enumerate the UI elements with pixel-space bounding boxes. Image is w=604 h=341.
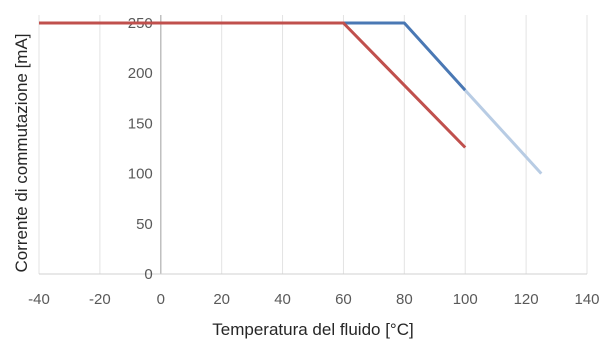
y-tick-label-0: 0 <box>144 266 152 283</box>
x-tick-label--20: -20 <box>89 291 111 308</box>
x-tick-label-120: 120 <box>514 291 539 308</box>
x-axis-title: Temperatura del fluido [°C] <box>212 320 413 339</box>
x-tick-labels: -40 -20 0 20 40 60 80 100 120 140 <box>28 291 599 308</box>
y-tick-label-50: 50 <box>136 216 153 233</box>
x-tick-label-140: 140 <box>574 291 599 308</box>
x-tick-label-100: 100 <box>453 291 478 308</box>
x-tick-label-60: 60 <box>335 291 352 308</box>
x-tick-label-80: 80 <box>396 291 413 308</box>
x-tick-label--40: -40 <box>28 291 50 308</box>
y-tick-label-100: 100 <box>128 166 153 183</box>
y-tick-label-200: 200 <box>128 65 153 82</box>
x-tick-label-20: 20 <box>213 291 230 308</box>
x-tick-label-40: 40 <box>274 291 291 308</box>
series-line-2 <box>464 89 543 175</box>
series-line-3 <box>39 21 467 149</box>
y-tick-label-150: 150 <box>128 115 153 132</box>
x-tick-label-0: 0 <box>157 291 165 308</box>
y-axis-title: Corrente di commutazione [mA] <box>12 33 31 272</box>
grid <box>38 15 588 275</box>
series-lines <box>39 21 543 175</box>
